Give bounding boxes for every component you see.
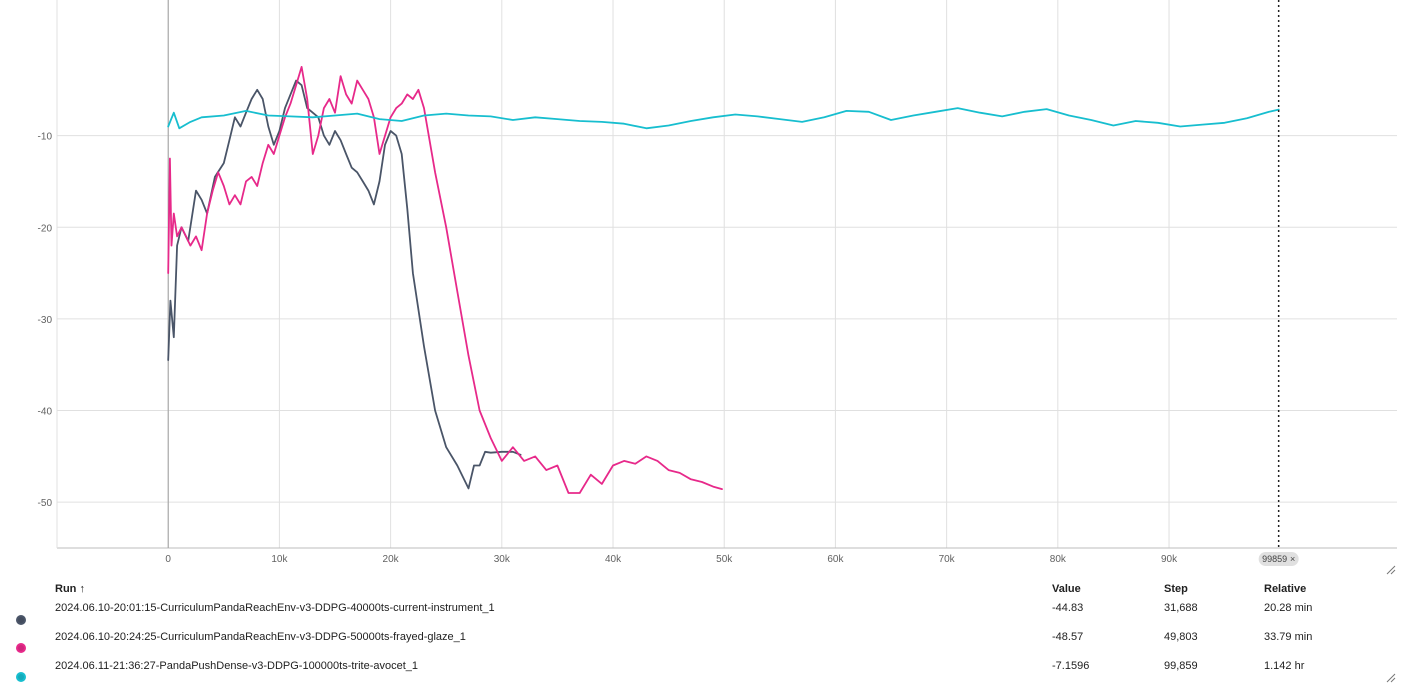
table-row: 2024.06.11-21:36:27-PandaPushDense-v3-DD… <box>0 657 1409 677</box>
column-header-relative[interactable]: Relative <box>1264 583 1307 595</box>
table-row: 2024.06.10-20:24:25-CurriculumPandaReach… <box>0 628 1409 648</box>
column-header-step[interactable]: Step <box>1164 583 1188 595</box>
column-header-value[interactable]: Value <box>1052 583 1081 595</box>
x-tick-label: 20k <box>383 554 400 565</box>
x-tick-label: 0 <box>165 554 171 565</box>
y-tick-label: -10 <box>38 132 53 143</box>
line-chart[interactable]: 99859 × 0 10k 20k 30k 40k 50k 60k 70k 80k 90k -10-… <box>0 0 1409 572</box>
series-lines <box>167 66 1280 494</box>
x-tick-label: 30k <box>494 554 511 565</box>
run-value: -44.83 <box>1052 602 1084 614</box>
run-name: 2024.06.10-20:24:25-CurriculumPandaReach… <box>55 631 466 643</box>
run-color-dot <box>16 615 26 625</box>
run-name: 2024.06.10-20:01:15-CurriculumPandaReach… <box>55 602 495 614</box>
y-axis-ticks: -10 -20 -30 -40 -50 <box>38 132 53 510</box>
column-header-run[interactable]: Run ↑ <box>55 583 85 595</box>
table-resize-handle-icon[interactable] <box>1386 673 1396 683</box>
x-tick-label: 70k <box>939 554 956 565</box>
cursor-label: 99859 <box>1262 554 1287 564</box>
run-color-dot <box>16 672 26 682</box>
run-data-table: Run ↑ Value Step Relative 2024.06.10-20:… <box>0 576 1409 694</box>
run-relative: 1.142 hr <box>1264 660 1305 672</box>
x-tick-label: 60k <box>827 554 844 565</box>
y-tick-label: -50 <box>38 498 53 509</box>
run-name: 2024.06.11-21:36:27-PandaPushDense-v3-DD… <box>55 660 419 672</box>
series-line-3[interactable] <box>167 107 1280 130</box>
series-line-2[interactable] <box>167 66 723 494</box>
y-tick-label: -30 <box>38 315 53 326</box>
x-tick-label: 50k <box>716 554 733 565</box>
table-header: Run ↑ Value Step Relative <box>0 580 1409 600</box>
run-step: 99,859 <box>1164 660 1198 672</box>
cursor-close-icon[interactable]: × <box>1290 554 1295 564</box>
run-relative: 33.79 min <box>1264 631 1313 643</box>
chart-resize-handle-icon[interactable] <box>1386 565 1396 575</box>
table-row: 2024.06.10-20:01:15-CurriculumPandaReach… <box>0 599 1409 619</box>
run-color-dot <box>16 643 26 653</box>
run-value: -48.57 <box>1052 631 1084 643</box>
x-tick-label: 40k <box>605 554 622 565</box>
cursor-label-chip[interactable] <box>1258 552 1299 566</box>
run-value: -7.1596 <box>1052 660 1090 672</box>
run-relative: 20.28 min <box>1264 602 1313 614</box>
step-cursor[interactable]: 99859 × <box>1258 0 1299 566</box>
x-tick-label: 10k <box>271 554 288 565</box>
y-tick-label: -40 <box>38 407 53 418</box>
run-step: 49,803 <box>1164 631 1198 643</box>
chart-background <box>0 0 1409 572</box>
run-step: 31,688 <box>1164 602 1198 614</box>
x-tick-label: 80k <box>1050 554 1067 565</box>
y-tick-label: -20 <box>38 223 53 234</box>
x-axis-ticks: 0 10k 20k 30k 40k 50k 60k 70k 80k 90k <box>165 554 1178 565</box>
x-tick-label: 90k <box>1161 554 1178 565</box>
